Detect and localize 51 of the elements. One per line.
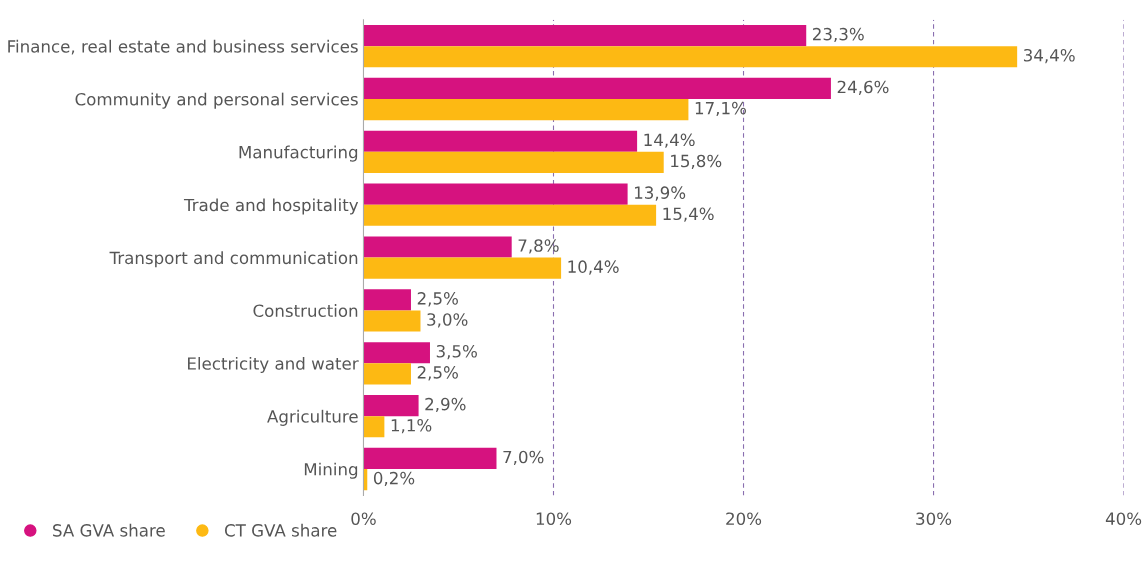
x-tick-label: 40%	[1105, 512, 1142, 526]
bar	[363, 236, 512, 258]
y-tick-label: Transport and communication	[109, 251, 358, 268]
bar	[363, 183, 628, 205]
bar	[363, 257, 562, 279]
data-label: 2,5%	[417, 366, 458, 381]
y-tick-label: Manufacturing	[239, 145, 358, 162]
data-label: 3,5%	[436, 344, 477, 360]
bar	[363, 447, 497, 470]
data-label: 3,0%	[427, 313, 468, 328]
y-tick-label: Community and personal services	[75, 92, 358, 109]
bar	[363, 46, 1018, 68]
x-tick-label: 10%	[536, 512, 572, 526]
data-label: 34,4%	[1023, 48, 1075, 64]
bar	[363, 77, 831, 99]
data-label: 2,9%	[425, 397, 466, 413]
y-tick-label: Electricity and water	[188, 356, 359, 374]
x-tick-label: 30%	[916, 512, 952, 526]
bar	[363, 204, 657, 226]
data-label: 13,9%	[634, 186, 686, 201]
y-tick-label: Mining	[304, 462, 358, 479]
data-label: 17,1%	[695, 101, 746, 117]
bar	[363, 363, 411, 385]
data-label: 7,8%	[518, 239, 559, 254]
bar	[363, 310, 421, 332]
data-label: 2,5%	[417, 292, 458, 307]
bar	[363, 289, 411, 311]
data-label: 10,4%	[568, 260, 619, 275]
y-tick-label: Construction	[253, 304, 358, 317]
bar	[363, 98, 689, 121]
bar	[363, 130, 638, 152]
x-tick-label: 0%	[351, 512, 376, 526]
data-label: 15,8%	[671, 154, 722, 169]
bar	[363, 395, 419, 417]
x-tick-label: 20%	[726, 512, 762, 526]
bar	[363, 24, 807, 47]
data-label: 7,0%	[503, 450, 544, 465]
y-tick-label: Agriculture	[267, 409, 358, 426]
y-tick-label: Trade and hospitality	[183, 198, 359, 215]
data-label: 24,6%	[837, 80, 889, 95]
legend-label: CT GVA share	[224, 523, 337, 537]
data-label: 1,1%	[391, 418, 432, 434]
data-label: 23,3%	[813, 27, 864, 43]
data-label: 15,4%	[663, 207, 714, 222]
data-label: 0,2%	[373, 471, 415, 487]
data-label: 14,4%	[644, 133, 695, 148]
bar	[363, 151, 664, 173]
bar	[363, 342, 430, 364]
y-tick-label: Finance, real estate and business services	[8, 39, 358, 55]
legend-label: SA GVA share	[53, 523, 165, 537]
bar	[363, 416, 385, 438]
